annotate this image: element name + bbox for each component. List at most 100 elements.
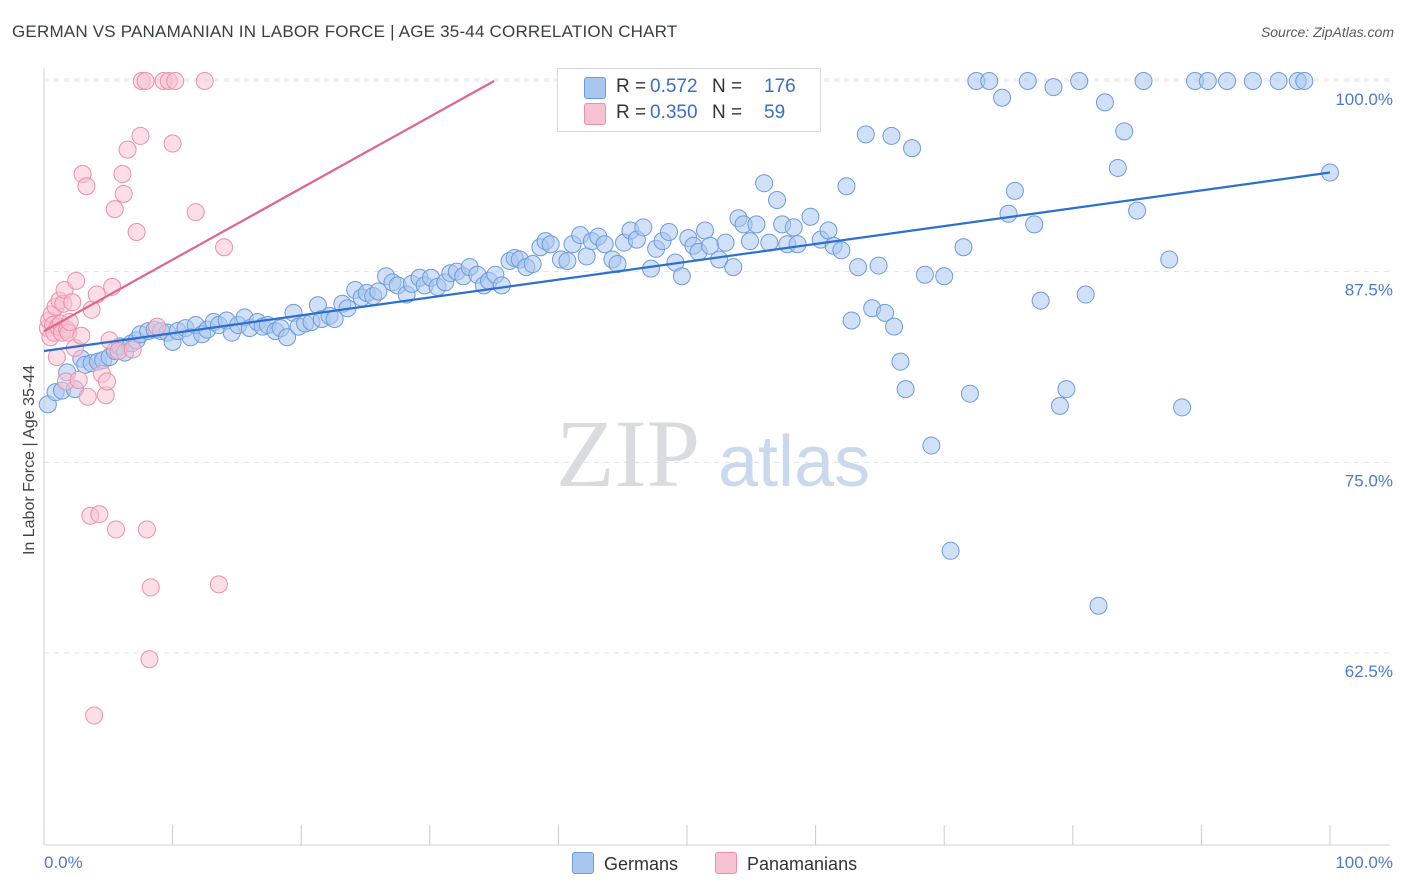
german-point: [993, 88, 1012, 107]
german-points: [38, 72, 1339, 615]
german-point: [819, 221, 838, 240]
german-point: [869, 256, 888, 275]
german-point: [724, 258, 743, 277]
german-point: [1018, 72, 1037, 90]
panamanian-point: [163, 134, 182, 153]
legend-item-panamanians[interactable]: Panamanians: [715, 852, 857, 875]
german-point: [696, 221, 715, 240]
german-point: [278, 328, 297, 347]
y-tick-label: 75.0%: [1345, 471, 1393, 490]
german-point: [523, 255, 542, 274]
german-point: [999, 204, 1018, 223]
german-point: [784, 218, 803, 237]
german-point: [1044, 78, 1063, 97]
german-point: [980, 72, 999, 90]
n-label: N =: [712, 76, 743, 97]
german-point: [882, 126, 901, 145]
panamanian-point: [166, 72, 185, 90]
german-trend-line: [43, 171, 1331, 353]
german-point: [1160, 250, 1179, 269]
german-point: [1115, 122, 1134, 141]
r-label: R =: [616, 102, 647, 123]
german-point: [747, 215, 766, 234]
panamanian-point: [77, 177, 96, 196]
german-point: [801, 207, 820, 226]
panamanian-trend-line: [43, 80, 495, 333]
german-point: [941, 541, 960, 560]
y-axis-label: In Labor Force | Age 35-44: [21, 364, 38, 556]
german-point: [634, 218, 653, 237]
german-point: [541, 235, 560, 254]
german-point: [849, 258, 868, 277]
panamanian-point: [85, 706, 104, 725]
y-tick-label: 62.5%: [1345, 662, 1393, 681]
german-point: [1089, 596, 1108, 615]
germans-swatch: [584, 77, 606, 99]
panamanian-point: [186, 203, 205, 222]
stats-row-panamanians: R = 0.350 N = 59: [558, 100, 820, 126]
panamanian-point: [98, 372, 117, 391]
german-point: [1108, 158, 1127, 177]
german-point: [369, 282, 388, 301]
x-tick-label-max: 100.0%: [1335, 853, 1393, 872]
german-point: [672, 267, 691, 286]
panamanian-point: [63, 293, 82, 312]
german-point: [842, 311, 861, 330]
panamanian-point: [105, 200, 124, 219]
german-point: [903, 139, 922, 158]
german-point: [608, 255, 627, 274]
panamanian-point: [136, 72, 155, 90]
panamanian-point: [78, 387, 97, 406]
german-point: [876, 303, 895, 322]
panamanian-point: [90, 505, 109, 524]
german-point: [1070, 72, 1089, 90]
panamanian-point: [67, 271, 86, 290]
german-point: [922, 436, 941, 455]
trend-lines: [43, 80, 1331, 353]
german-point: [595, 235, 614, 254]
n-value: 59: [764, 102, 786, 123]
german-point: [1005, 181, 1024, 200]
german-point: [896, 380, 915, 399]
german-point: [1050, 396, 1069, 415]
german-point: [935, 267, 954, 286]
german-point: [1076, 285, 1095, 304]
panamanian-point: [114, 184, 133, 203]
german-point: [885, 317, 904, 336]
stats-box: R = 0.572 N = 176 R = 0.350 N = 59: [557, 68, 821, 132]
german-point: [1173, 398, 1192, 417]
german-point: [577, 247, 596, 266]
y-tick-label: 100.0%: [1335, 90, 1393, 109]
german-point: [1031, 291, 1050, 310]
germans-legend-swatch: [572, 852, 594, 874]
x-tick-label-min: 0.0%: [44, 853, 83, 872]
german-point: [1243, 72, 1262, 90]
panamanian-point: [131, 126, 150, 145]
german-point: [659, 223, 678, 242]
panamanian-point: [140, 650, 159, 669]
legend-item-germans[interactable]: Germans: [572, 852, 678, 875]
german-point: [1128, 201, 1147, 220]
german-point: [1198, 72, 1217, 90]
panamanian-point: [113, 165, 132, 184]
german-point: [741, 232, 760, 251]
panamanians-swatch: [584, 103, 606, 125]
gridlines: [44, 78, 1390, 654]
panamanian-point: [87, 285, 106, 304]
panamanian-point: [123, 340, 142, 359]
panamanian-point: [195, 72, 214, 90]
german-point: [915, 265, 934, 284]
panamanian-point: [209, 575, 228, 594]
german-point: [716, 233, 735, 252]
panamanian-point: [127, 223, 146, 242]
panamanian-point: [72, 326, 91, 345]
source-credit[interactable]: Source: ZipAtlas.com: [1260, 24, 1394, 40]
german-point: [1025, 215, 1044, 234]
panamanians-legend-swatch: [715, 852, 737, 874]
german-point: [960, 384, 979, 403]
y-tick-label: 87.5%: [1345, 281, 1393, 300]
german-point: [558, 251, 577, 270]
n-label: N =: [712, 102, 743, 123]
german-point: [837, 177, 856, 196]
